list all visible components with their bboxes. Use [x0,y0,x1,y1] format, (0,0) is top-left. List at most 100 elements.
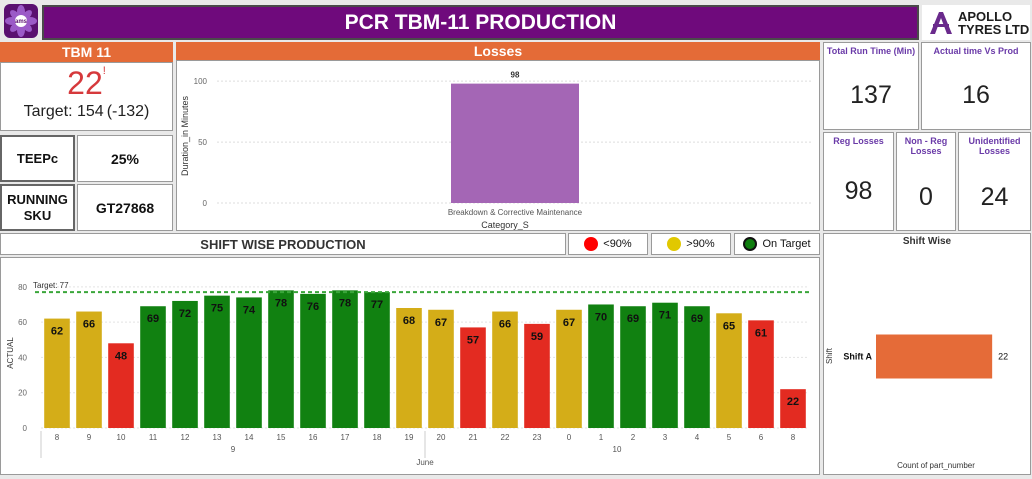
reg-losses-card: Reg Losses 98 [823,132,894,231]
teepc-label: TEEPc [0,135,75,182]
losses-title: Losses [176,42,820,60]
production-bar [780,389,806,428]
production-bar [172,300,198,428]
production-x-axis-label: June [416,458,434,467]
production-data-label: 72 [179,308,191,320]
production-bar [556,309,582,428]
running-sku-value: GT27868 [77,184,173,231]
losses-chart-card: 0 50 100 98 Breakdown & Corrective Maintenan… [176,60,820,231]
total-run-time-value: 137 [850,81,892,109]
non-reg-losses-value: 0 [919,183,933,211]
production-bar [428,309,454,428]
production-y-tick: 80 [18,283,27,292]
production-bar [620,306,646,428]
production-data-label: 62 [51,326,63,338]
production-data-label: 78 [275,297,287,309]
tbm-target-delta: (-132) [106,103,150,120]
production-bar [108,343,134,428]
production-x-tick: 8 [791,433,796,442]
production-y-tick: 20 [18,389,27,398]
unidentified-losses-value: 24 [980,183,1009,211]
production-x-tick: 22 [501,433,510,442]
production-x-tick: 9 [87,433,92,442]
apollo-logo: APOLLO TYRES LTD [922,5,1030,40]
target-label: Target: 77 [33,281,69,290]
losses-x-tick: Breakdown & Corrective Maintenance [448,208,583,217]
production-bar [76,311,102,428]
production-bar [364,292,390,428]
shift-production-title: SHIFT WISE PRODUCTION [0,233,566,255]
apollo-a-icon [930,11,952,34]
legend-below-90: <90% [568,233,648,255]
production-data-label: 67 [435,317,447,329]
shift-y-tick: Shift A [843,352,872,362]
shift-production-chart-card: 0 20 40 60 80 62 8 66 9 48 10 69 11 72 12 75 13 74 14 78 15 7… [0,257,820,475]
red-dot-icon [584,237,599,251]
production-x-tick: 2 [631,433,636,442]
production-data-label: 65 [723,320,735,332]
production-x-tick: 13 [213,433,222,442]
losses-x-axis-label: Category_S [481,220,529,230]
losses-bar [451,83,579,203]
production-data-label: 69 [691,313,703,325]
tbm-output-mark: ! [102,65,106,77]
production-x-tick: 8 [55,433,60,442]
production-data-label: 22 [787,396,799,408]
shift-data-label: 22 [998,352,1008,362]
production-data-label: 77 [371,299,383,311]
legend-on-target: On Target [734,233,820,255]
legend-above-90-label: >90% [686,238,715,250]
production-data-label: 75 [211,303,223,315]
production-bar [492,311,518,428]
production-data-label: 69 [627,313,639,325]
total-run-time-label: Total Run Time (Min) [826,46,916,56]
production-bar [396,308,422,428]
logo-left-text: ams [15,19,28,25]
tbm-output-card: 22! Target: 154 (-132) [0,62,173,131]
production-data-label: 69 [147,313,159,325]
non-reg-losses-label: Non - Reg Losses [904,136,948,156]
production-x-tick: 6 [759,433,764,442]
unidentified-losses-label: Unidentified Losses [968,136,1021,156]
production-x-tick: 19 [405,433,414,442]
production-y-tick: 40 [18,353,27,362]
production-data-label: 66 [499,319,511,331]
running-sku-label: RUNNING SKU [0,184,75,231]
production-bar [332,290,358,428]
legend-on-target-label: On Target [762,238,811,250]
losses-y-tick: 0 [203,199,208,208]
production-bar [236,297,262,428]
losses-y-axis-label: Duration_in Minutes [180,95,190,176]
losses-y-tick: 50 [198,138,207,147]
teepc-value: 25% [77,135,173,182]
production-x-tick: 23 [533,433,542,442]
production-y-axis-label: ACTUAL [6,337,15,369]
production-x-tick: 10 [117,433,126,442]
production-data-label: 61 [755,327,767,339]
losses-data-label: 98 [511,71,520,80]
production-data-label: 68 [403,315,415,327]
production-data-label: 48 [115,350,127,362]
day-group-label: 9 [231,445,236,454]
production-x-tick: 15 [277,433,286,442]
production-bar [300,293,326,428]
unidentified-losses-card: Unidentified Losses 24 [958,132,1031,231]
page-title: PCR TBM-11 PRODUCTION [42,5,919,40]
production-data-label: 74 [243,304,256,316]
shift-x-axis-label: Count of part_number [897,461,975,470]
actual-vs-prod-label: Actual time Vs Prod [933,46,1019,56]
yellow-dot-icon [667,237,682,251]
production-data-label: 66 [83,319,95,331]
tbm-title: TBM 11 [0,42,173,62]
production-x-tick: 4 [695,433,700,442]
legend-below-90-label: <90% [603,238,632,250]
reg-losses-value: 98 [844,177,873,205]
production-x-tick: 14 [245,433,254,442]
ams-logo: ams [4,4,38,38]
production-x-tick: 3 [663,433,668,442]
production-bar [716,313,742,428]
production-y-tick: 60 [18,318,27,327]
production-bar [140,306,166,428]
brand-name: APOLLO TYRES LTD [958,8,1030,37]
non-reg-losses-card: Non - Reg Losses 0 [896,132,956,231]
